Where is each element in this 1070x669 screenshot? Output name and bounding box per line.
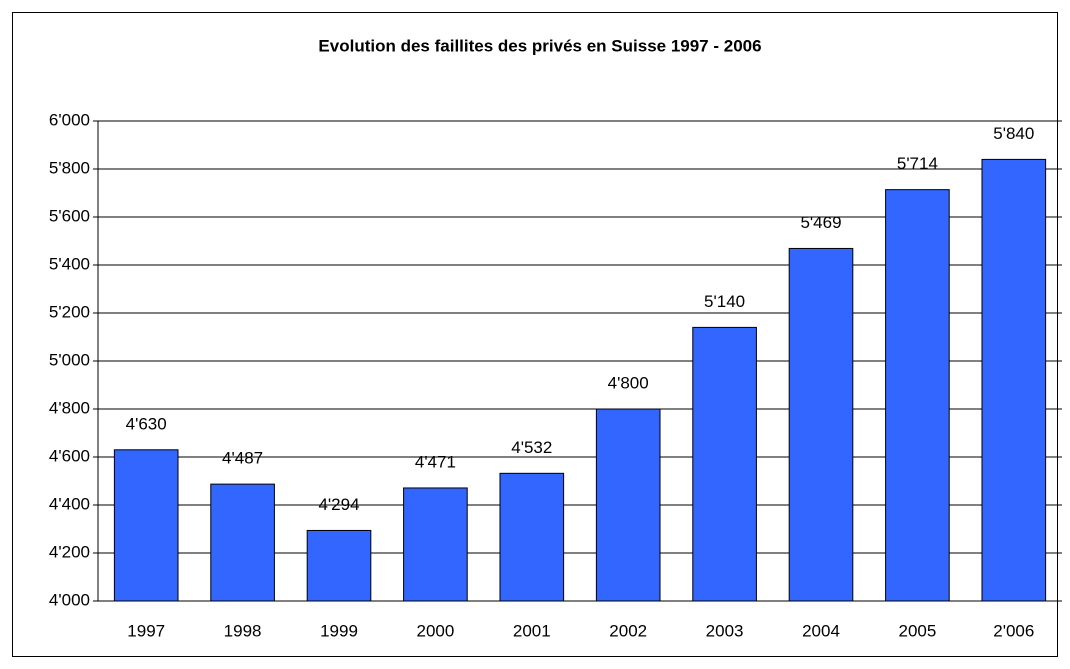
- y-tick-label: 6'000: [49, 110, 90, 129]
- value-label: 4'532: [511, 438, 552, 457]
- value-label: 5'140: [704, 292, 745, 311]
- x-tick-label: 2002: [609, 621, 647, 640]
- x-tick-label: 2001: [513, 621, 551, 640]
- x-tick-label: 2004: [802, 621, 840, 640]
- y-tick-label: 4'000: [49, 590, 90, 609]
- bar: [306, 529, 372, 602]
- bar: [885, 189, 950, 602]
- y-tick-label: 5'600: [49, 206, 90, 225]
- value-label: 5'840: [993, 124, 1034, 143]
- value-label: 4'800: [608, 373, 649, 392]
- x-tick-label: 1999: [320, 621, 358, 640]
- value-label: 4'294: [318, 495, 359, 514]
- y-tick-label: 5'200: [49, 302, 90, 321]
- value-label: 4'630: [126, 414, 167, 433]
- y-tick-label: 5'400: [49, 254, 90, 273]
- value-label: 4'471: [415, 452, 456, 471]
- value-label: 4'487: [222, 449, 263, 468]
- bar: [692, 326, 757, 602]
- x-tick-label: 2005: [898, 621, 936, 640]
- x-tick-label: 1998: [224, 621, 262, 640]
- y-tick-label: 4'600: [49, 446, 90, 465]
- x-tick-label: 2000: [416, 621, 454, 640]
- y-tick-label: 5'800: [49, 158, 90, 177]
- y-tick-label: 4'400: [49, 494, 90, 513]
- y-tick-label: 4'800: [49, 398, 90, 417]
- y-tick-label: 4'200: [49, 542, 90, 561]
- x-tick-label: 2'006: [993, 621, 1034, 640]
- bar: [499, 472, 565, 602]
- value-label: 5'714: [897, 154, 938, 173]
- x-tick-label: 1997: [127, 621, 165, 640]
- bar: [595, 408, 661, 602]
- bar: [788, 247, 854, 602]
- bar: [403, 487, 468, 602]
- bar: [113, 449, 179, 602]
- bar: [981, 158, 1047, 602]
- x-tick-label: 2003: [706, 621, 744, 640]
- bar: [210, 483, 275, 602]
- value-label: 5'469: [800, 213, 841, 232]
- y-tick-label: 5'000: [49, 350, 90, 369]
- chart-title: Evolution des faillites des privés en Su…: [318, 36, 761, 55]
